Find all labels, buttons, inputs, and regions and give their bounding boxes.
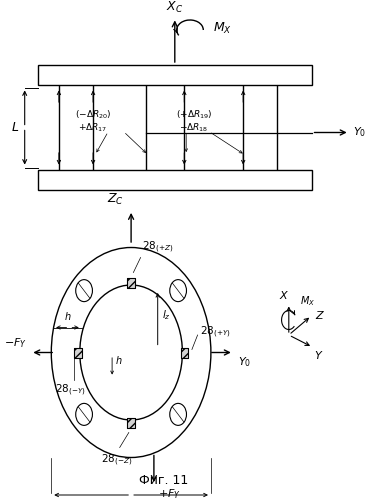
Text: $28_{(-Y)}$: $28_{(-Y)}$ [55, 382, 86, 398]
Text: $X$: $X$ [279, 289, 290, 301]
Circle shape [170, 404, 187, 425]
Text: $h$: $h$ [64, 310, 71, 322]
Bar [38, 170, 312, 190]
Text: $+\Delta R_{17}$: $+\Delta R_{17}$ [78, 121, 108, 134]
Text: $Y_0$: $Y_0$ [353, 126, 367, 140]
Text: Фиг. 11: Фиг. 11 [139, 474, 188, 488]
Text: $28_{(-Z)}$: $28_{(-Z)}$ [101, 452, 132, 468]
Text: $M_X$: $M_X$ [213, 20, 232, 36]
Text: $L$: $L$ [11, 121, 19, 134]
Bar [180, 348, 188, 358]
Text: $-\Delta R_{18}$: $-\Delta R_{18}$ [179, 121, 209, 134]
Text: $28_{(+Y)}$: $28_{(+Y)}$ [200, 325, 230, 340]
Bar [127, 418, 135, 428]
Circle shape [170, 280, 187, 301]
Text: $M_X$: $M_X$ [300, 294, 315, 308]
Text: $28_{(+Z)}$: $28_{(+Z)}$ [142, 240, 174, 255]
Circle shape [51, 248, 211, 458]
Bar [38, 65, 312, 85]
Text: $l_z$: $l_z$ [162, 308, 170, 322]
Text: $+F_Y$: $+F_Y$ [158, 488, 180, 500]
Text: $Z$: $Z$ [315, 309, 325, 321]
Text: $X_C$: $X_C$ [166, 0, 184, 15]
Text: $h$: $h$ [115, 354, 123, 366]
Text: $(-\Delta R_{20})$: $(-\Delta R_{20})$ [75, 109, 111, 121]
Bar [74, 348, 82, 358]
Text: $(+\Delta R_{19})$: $(+\Delta R_{19})$ [176, 109, 212, 121]
Bar [127, 418, 135, 428]
Circle shape [80, 285, 182, 420]
Text: $-F_Y$: $-F_Y$ [4, 336, 27, 350]
Bar [127, 278, 135, 287]
Bar [74, 348, 82, 358]
Bar [127, 278, 135, 287]
Circle shape [76, 280, 92, 301]
Text: $l_y$: $l_y$ [130, 499, 139, 500]
Circle shape [76, 404, 92, 425]
Text: $Y_0$: $Y_0$ [238, 355, 251, 369]
Bar [180, 348, 188, 358]
Text: $Y$: $Y$ [314, 349, 324, 361]
Text: $Z_C$: $Z_C$ [106, 192, 124, 208]
